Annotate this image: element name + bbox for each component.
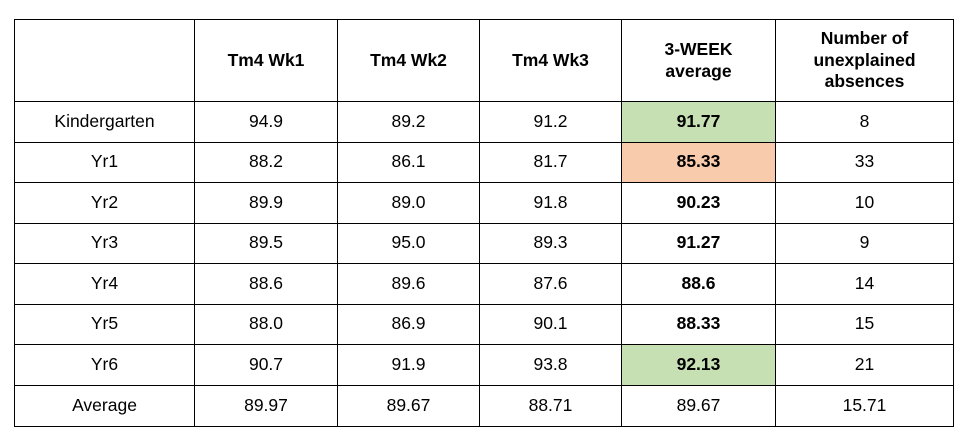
cell-3week-average-highlighted: 92.13 (621, 344, 776, 386)
header-unexplained-absences: Number of unexplained absences (775, 19, 954, 102)
cell-wk1: 94.9 (194, 101, 338, 143)
cell-3week-average: 90.23 (621, 182, 776, 224)
row-label-average: Average (14, 384, 195, 427)
row-label-yr3: Yr3 (14, 222, 195, 264)
header-wk3: Tm4 Wk3 (479, 19, 622, 102)
cell-wk1: 89.9 (194, 182, 338, 224)
cell-wk2: 86.1 (337, 141, 480, 183)
table-row: Yr5 88.0 86.9 90.1 88.33 15 (14, 303, 954, 345)
cell-wk3: 87.6 (479, 263, 622, 305)
cell-3week-average-highlighted: 91.77 (621, 101, 776, 143)
row-label-kindergarten: Kindergarten (14, 101, 195, 143)
table-row: Yr6 90.7 91.9 93.8 92.13 21 (14, 344, 954, 386)
header-corner-cell (14, 19, 195, 102)
table-row: Kindergarten 94.9 89.2 91.2 91.77 8 (14, 101, 954, 143)
cell-wk1: 88.2 (194, 141, 338, 183)
cell-absences: 15 (775, 303, 954, 345)
cell-wk2: 86.9 (337, 303, 480, 345)
cell-wk3: 81.7 (479, 141, 622, 183)
row-label-yr2: Yr2 (14, 182, 195, 224)
table-row: Yr4 88.6 89.6 87.6 88.6 14 (14, 263, 954, 305)
cell-3week-average: 91.27 (621, 222, 776, 264)
cell-wk1: 90.7 (194, 344, 338, 386)
cell-wk2: 89.0 (337, 182, 480, 224)
header-3week-average: 3-WEEK average (621, 19, 776, 102)
table-row: Yr1 88.2 86.1 81.7 85.33 33 (14, 141, 954, 183)
cell-wk1: 88.0 (194, 303, 338, 345)
cell-absences: 10 (775, 182, 954, 224)
header-wk1: Tm4 Wk1 (194, 19, 338, 102)
cell-wk2: 91.9 (337, 344, 480, 386)
cell-3week-average: 88.33 (621, 303, 776, 345)
header-row: Tm4 Wk1 Tm4 Wk2 Tm4 Wk3 3-WEEK average N… (14, 19, 954, 102)
cell-wk2: 95.0 (337, 222, 480, 264)
table-row: Yr2 89.9 89.0 91.8 90.23 10 (14, 182, 954, 224)
row-label-yr1: Yr1 (14, 141, 195, 183)
cell-absences: 21 (775, 344, 954, 386)
cell-wk2-average: 89.67 (337, 384, 480, 427)
cell-wk3-average: 88.71 (479, 384, 622, 427)
cell-wk3: 91.2 (479, 101, 622, 143)
header-wk2: Tm4 Wk2 (337, 19, 480, 102)
cell-3week-average: 88.6 (621, 263, 776, 305)
cell-3week-average-overall: 89.67 (621, 384, 776, 427)
cell-wk1: 89.5 (194, 222, 338, 264)
attendance-table: Tm4 Wk1 Tm4 Wk2 Tm4 Wk3 3-WEEK average N… (14, 19, 954, 427)
cell-3week-average-highlighted: 85.33 (621, 141, 776, 183)
row-label-yr6: Yr6 (14, 344, 195, 386)
cell-absences: 9 (775, 222, 954, 264)
cell-wk1: 88.6 (194, 263, 338, 305)
table-row: Yr3 89.5 95.0 89.3 91.27 9 (14, 222, 954, 264)
cell-wk1-average: 89.97 (194, 384, 338, 427)
cell-wk2: 89.2 (337, 101, 480, 143)
cell-wk3: 89.3 (479, 222, 622, 264)
table-header: Tm4 Wk1 Tm4 Wk2 Tm4 Wk3 3-WEEK average N… (14, 19, 954, 102)
cell-wk3: 91.8 (479, 182, 622, 224)
cell-absences-average: 15.71 (775, 384, 954, 427)
row-label-yr4: Yr4 (14, 263, 195, 305)
table-body: Kindergarten 94.9 89.2 91.2 91.77 8 Yr1 … (14, 101, 954, 386)
average-row: Average 89.97 89.67 88.71 89.67 15.71 (14, 384, 954, 427)
cell-absences: 33 (775, 141, 954, 183)
row-label-yr5: Yr5 (14, 303, 195, 345)
cell-wk2: 89.6 (337, 263, 480, 305)
cell-wk3: 93.8 (479, 344, 622, 386)
cell-absences: 14 (775, 263, 954, 305)
cell-wk3: 90.1 (479, 303, 622, 345)
cell-absences: 8 (775, 101, 954, 143)
table-footer: Average 89.97 89.67 88.71 89.67 15.71 (14, 384, 954, 427)
